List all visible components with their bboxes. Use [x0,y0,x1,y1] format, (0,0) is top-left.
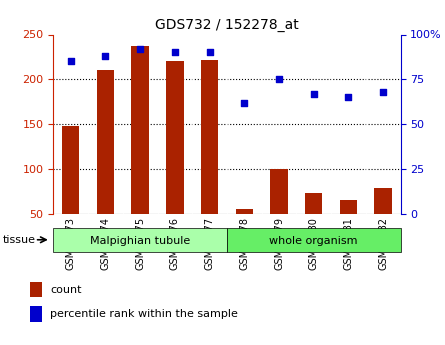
Bar [132,46,149,214]
Bar [30,282,42,297]
Point [345,95,352,100]
Bar [97,70,114,214]
Point [102,53,109,59]
Point [380,89,387,95]
Text: whole organism: whole organism [270,236,358,246]
Text: Malpighian tubule: Malpighian tubule [90,236,190,246]
Point [206,50,213,55]
Point [67,59,74,64]
Bar [236,209,253,214]
Bar [62,126,80,214]
Point [275,77,283,82]
Bar [166,61,184,214]
Bar [30,306,42,322]
Bar [271,169,288,214]
Text: percentile rank within the sample: percentile rank within the sample [50,309,238,319]
Point [137,46,144,52]
FancyBboxPatch shape [227,228,400,252]
Text: count: count [50,285,82,295]
Bar [201,60,218,214]
Bar [340,200,357,214]
Bar [305,193,323,214]
Point [241,100,248,106]
Bar [375,188,392,214]
FancyBboxPatch shape [53,228,227,252]
Point [171,50,178,55]
Text: tissue: tissue [3,235,36,245]
Title: GDS732 / 152278_at: GDS732 / 152278_at [155,18,299,32]
Point [310,91,317,97]
